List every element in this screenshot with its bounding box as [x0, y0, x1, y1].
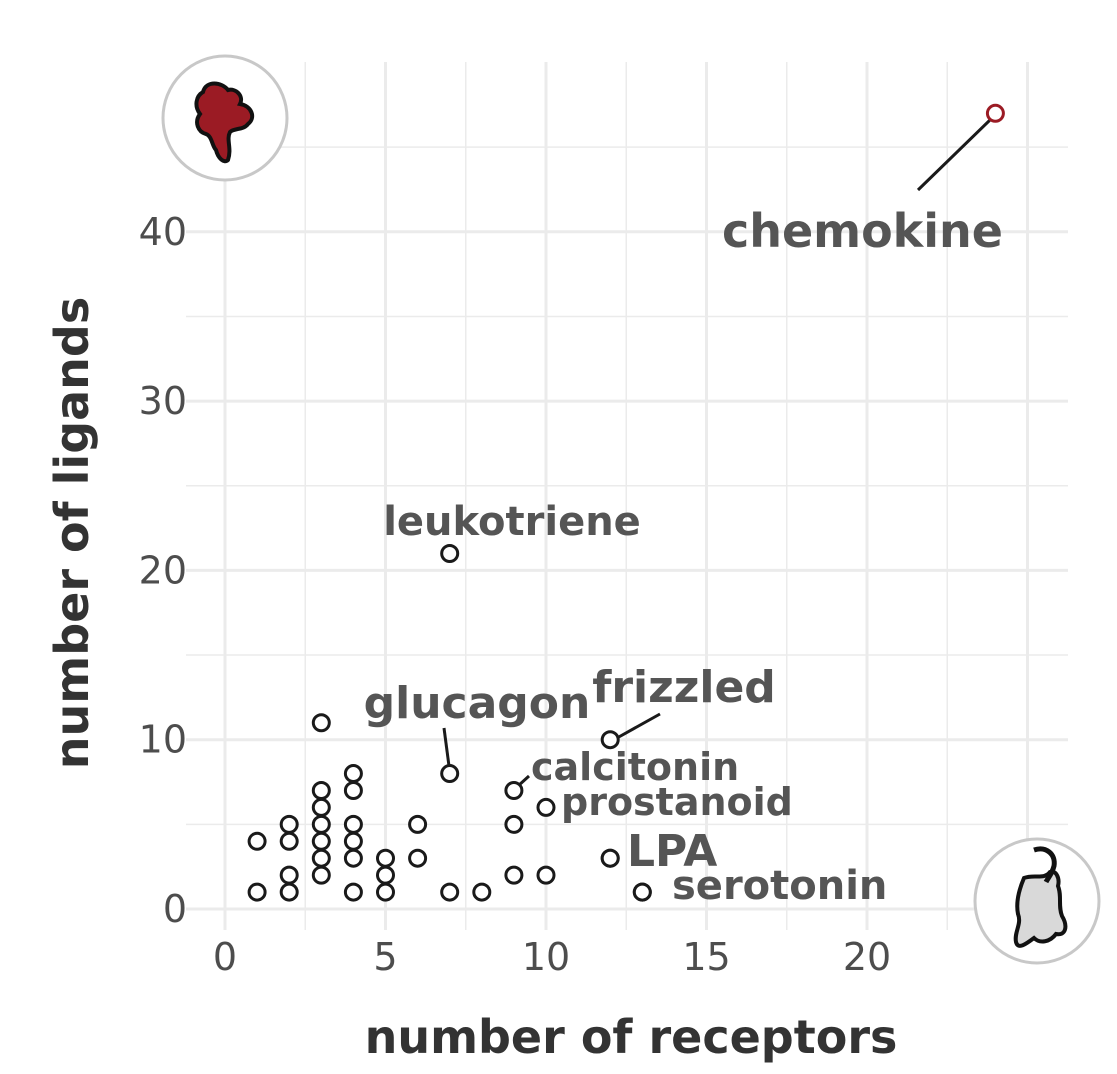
data-point-serotonin — [632, 882, 652, 902]
data-point-glucagon — [440, 764, 460, 784]
point-label-glucagon: glucagon — [364, 678, 591, 729]
data-point-calcitonin — [504, 780, 524, 800]
x-tick-label: 10 — [522, 935, 570, 979]
data-point-leukotriene — [440, 543, 460, 563]
y-tick-label: 40 — [139, 210, 187, 254]
data-point — [343, 882, 363, 902]
data-point — [376, 882, 395, 902]
receptor-blob-icon — [973, 837, 1101, 965]
point-label-calcitonin: calcitonin — [531, 745, 739, 789]
x-tick-label: 5 — [373, 935, 397, 979]
x-tick-label: 15 — [682, 935, 730, 979]
point-label-leukotriene: leukotriene — [383, 499, 641, 545]
data-point — [504, 865, 524, 885]
point-label-chemokine: chemokine — [722, 204, 1003, 258]
data-point — [279, 882, 299, 902]
grid — [186, 62, 1068, 930]
data-point — [343, 780, 363, 800]
y-tick-label: 30 — [139, 379, 187, 423]
data-points — [247, 103, 1005, 902]
data-point — [247, 831, 267, 851]
y-tick-label: 10 — [139, 718, 187, 762]
data-point-prostanoid — [536, 797, 556, 817]
data-point — [311, 865, 331, 885]
data-point — [247, 882, 267, 902]
data-point — [311, 814, 331, 834]
point-label-serotonin: serotonin — [672, 863, 887, 909]
point-label-prostanoid: prostanoid — [561, 780, 793, 824]
data-point — [343, 764, 363, 784]
data-point — [408, 814, 428, 834]
point-labels: chemokine leukotriene glucagon frizzled calc… — [364, 204, 1003, 909]
leader-line-glucagon — [442, 727, 451, 767]
data-point — [376, 848, 395, 868]
leader-line-frizzled — [616, 712, 661, 740]
leader-line-chemokine — [916, 118, 992, 192]
data-point-lpa — [600, 848, 620, 868]
data-point — [440, 882, 460, 902]
x-tick-label: 20 — [843, 935, 891, 979]
data-point — [536, 865, 556, 885]
data-point-chemokine — [985, 103, 1005, 123]
data-point — [279, 814, 299, 834]
tick-labels: 0 5 10 15 20 0 10 20 30 40 — [139, 210, 892, 979]
y-axis-title: number of ligands — [45, 297, 99, 769]
data-point — [311, 831, 331, 851]
data-point — [408, 848, 428, 868]
data-point — [343, 814, 363, 834]
data-point-frizzled — [600, 730, 620, 750]
data-point — [472, 882, 492, 902]
x-tick-label: 0 — [213, 935, 237, 979]
data-point — [279, 831, 299, 851]
data-point — [311, 780, 331, 800]
y-tick-label: 20 — [139, 548, 187, 592]
data-point — [279, 865, 299, 885]
data-point — [311, 848, 331, 868]
point-label-lpa: LPA — [627, 826, 717, 877]
y-tick-label: 0 — [163, 887, 187, 931]
point-label-frizzled: frizzled — [592, 662, 776, 713]
data-point — [343, 831, 363, 851]
data-point — [376, 865, 395, 885]
data-point — [504, 814, 524, 834]
data-point — [343, 848, 363, 868]
data-point — [311, 797, 331, 817]
x-axis-title: number of receptors — [365, 1010, 898, 1064]
chemokine-ligand-blob-icon — [161, 54, 289, 182]
data-point — [311, 713, 331, 733]
